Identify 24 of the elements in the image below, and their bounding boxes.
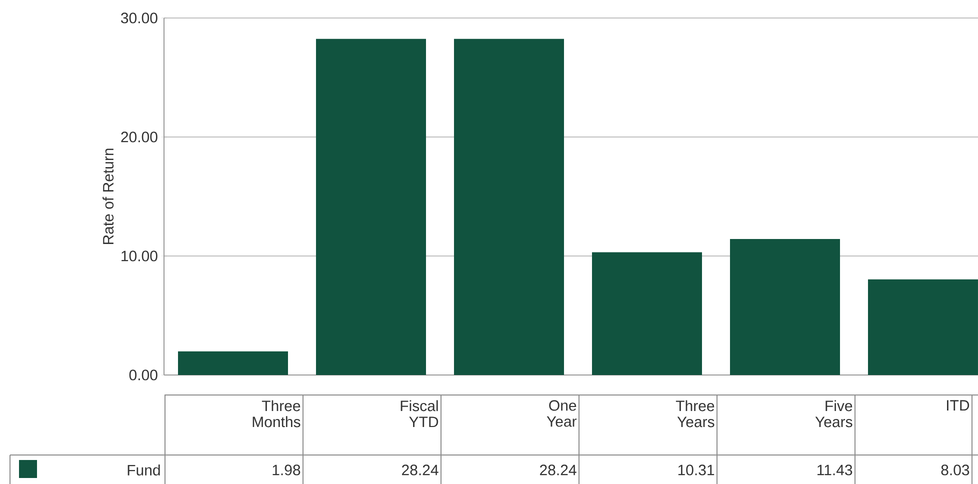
y-tick-label: 20.00 [121,132,158,142]
y-tick-label: 0.00 [129,370,158,380]
y-axis-title: Rate of Return [102,148,114,244]
bar [454,38,564,375]
x-tick-label: ITD [947,400,970,411]
data-label: 11.43 [818,464,852,476]
data-label: 8.03 [941,464,970,476]
bar [592,252,702,375]
bar [178,351,288,375]
data-label: 28.24 [540,464,576,476]
x-tick-label: Three Months [252,400,300,428]
bar [730,238,840,375]
data-label: 10.31 [678,464,714,476]
data-label: 1.98 [272,464,300,476]
y-tick-label: 30.00 [121,12,158,24]
x-tick-label: Fiscal YTD [400,400,438,428]
data-label: 28.24 [402,464,438,476]
text: Fund [128,464,160,476]
x-tick-label: One Year [546,400,577,427]
x-tick-label: Five Years [815,400,852,428]
bar [868,279,978,375]
y-tick-label: 10.00 [122,250,158,262]
x-tick-label: Three Years [676,400,714,428]
bar [316,38,426,375]
